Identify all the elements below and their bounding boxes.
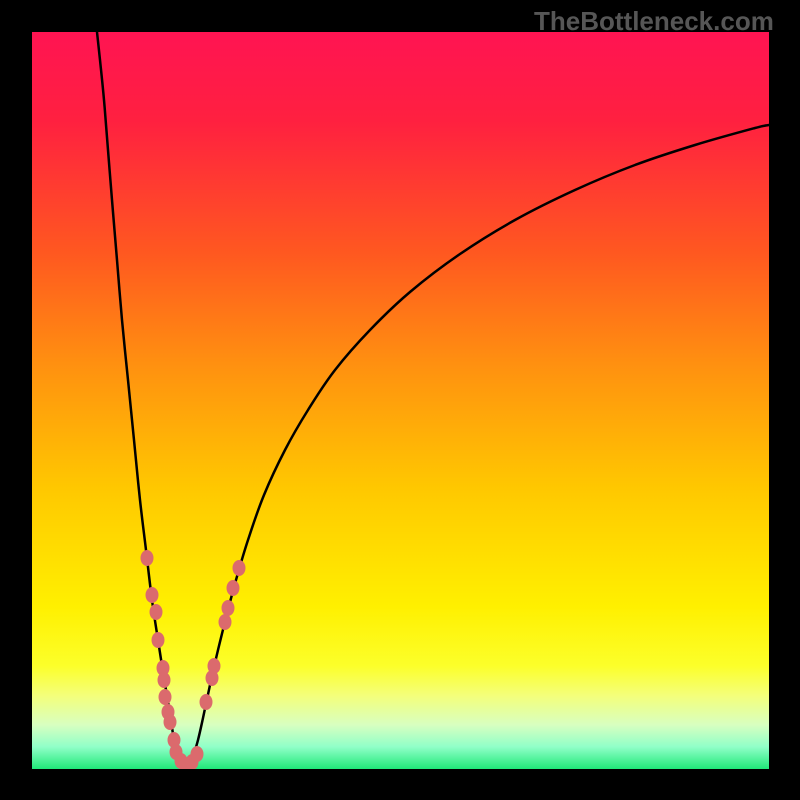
marker-left	[146, 587, 159, 603]
watermark-text: TheBottleneck.com	[534, 6, 774, 37]
marker-right	[233, 560, 246, 576]
marker-left	[164, 714, 177, 730]
chart-frame: TheBottleneck.com	[0, 0, 800, 800]
marker-left	[158, 672, 171, 688]
marker-right	[200, 694, 213, 710]
plot-background	[32, 32, 769, 769]
plot-svg	[32, 32, 769, 769]
marker-right	[222, 600, 235, 616]
marker-right	[219, 614, 232, 630]
marker-bottom	[191, 746, 204, 762]
plot-area	[32, 32, 769, 769]
marker-left	[159, 689, 172, 705]
marker-left	[150, 604, 163, 620]
marker-left	[152, 632, 165, 648]
marker-left	[141, 550, 154, 566]
marker-right	[227, 580, 240, 596]
marker-right	[208, 658, 221, 674]
